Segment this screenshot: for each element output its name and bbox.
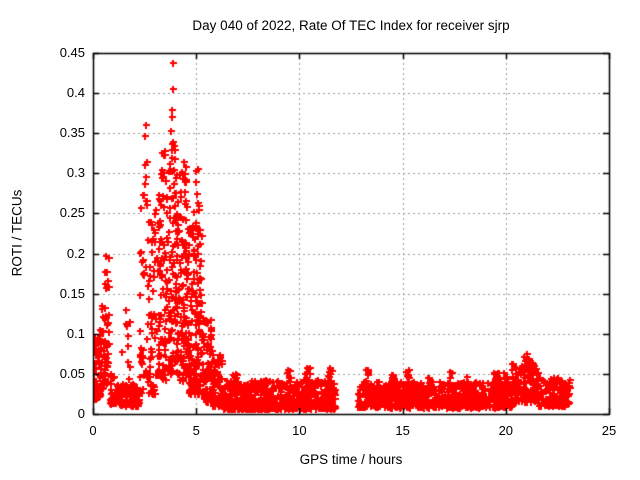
y-tick-label: 0.2 (66, 245, 85, 261)
y-tick-label: 0 (77, 406, 85, 421)
y-tick-label: 0.05 (59, 365, 85, 381)
x-axis-label: GPS time / hours (299, 452, 403, 467)
chart-title: Day 040 of 2022, Rate Of TEC Index for r… (192, 18, 510, 33)
y-tick-label: 0.1 (66, 325, 85, 341)
x-tick-label: 0 (89, 423, 97, 438)
y-tick-label: 0.45 (59, 45, 85, 60)
y-tick-label: 0.25 (59, 205, 85, 221)
y-tick-label: 0.3 (66, 165, 85, 181)
y-tick-label: 0.35 (59, 125, 85, 141)
y-tick-label: 0.4 (66, 85, 85, 101)
y-tick-label: 0.15 (59, 285, 85, 301)
x-tick-label: 20 (498, 423, 514, 438)
x-tick-label: 5 (192, 423, 200, 438)
y-axis-label: ROTI / TECUs (9, 189, 25, 277)
x-tick-label: 10 (292, 423, 307, 438)
x-tick-label: 15 (395, 423, 410, 438)
x-tick-label: 25 (601, 423, 617, 438)
